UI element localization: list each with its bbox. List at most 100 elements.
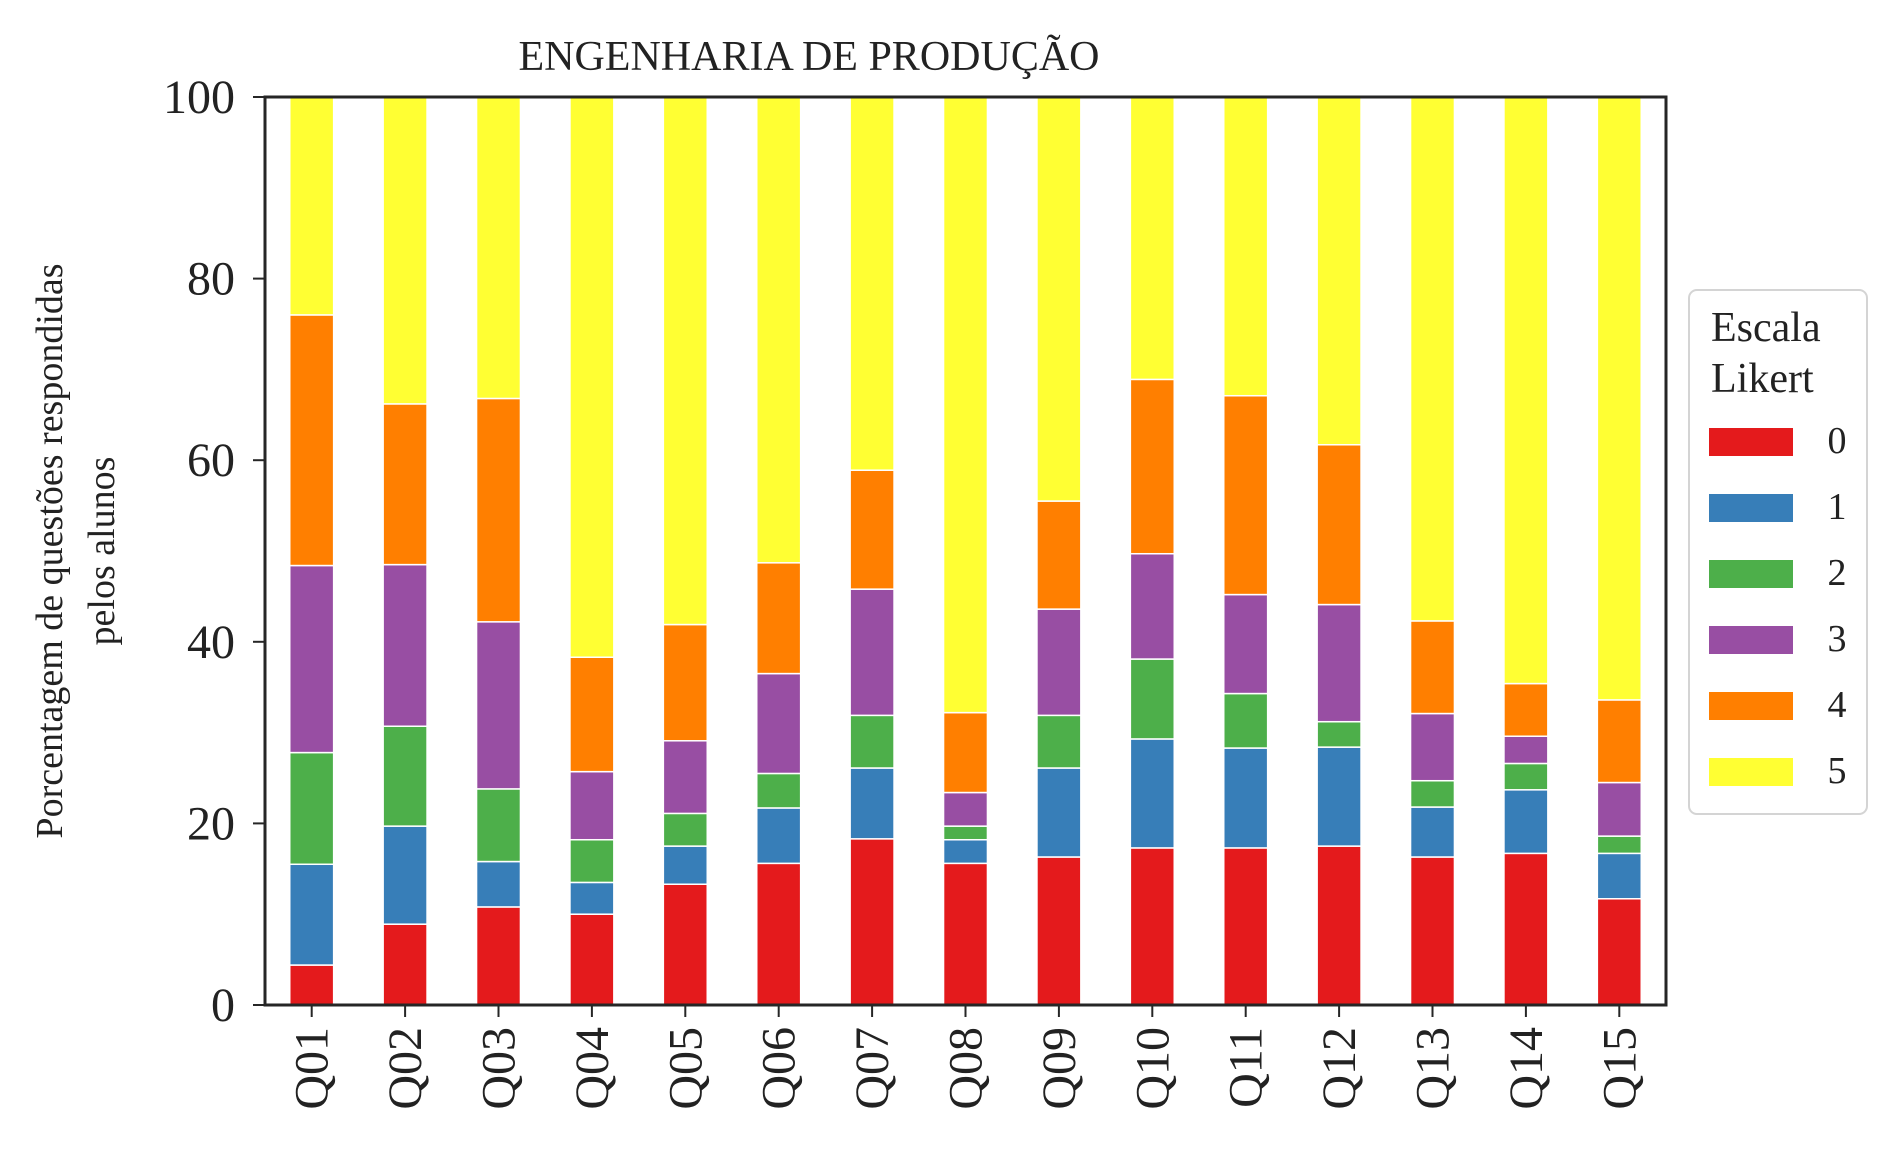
bar-q09-level-1 (1036, 767, 1082, 858)
x-tick-label: Q02 (379, 1027, 432, 1110)
x-tick-label: Q10 (1126, 1027, 1179, 1110)
bar-q01-level-0 (289, 964, 335, 1006)
bar-q10-level-3 (1129, 552, 1175, 660)
bar-q05-level-0 (662, 883, 708, 1006)
bar-q13-level-5 (1409, 96, 1456, 622)
bar-q09-level-4 (1036, 500, 1082, 610)
bar-q02-level-4 (382, 403, 428, 566)
bar-q13-level-3 (1409, 712, 1456, 782)
bar-q10-level-0 (1129, 847, 1175, 1006)
bar-q05-level-2 (662, 812, 708, 847)
bar-q10-level-5 (1129, 96, 1175, 381)
bar-q15-level-2 (1596, 835, 1642, 855)
bar-q04-level-3 (569, 770, 615, 841)
legend-swatch-5 (1709, 758, 1793, 786)
bar-q08-level-3 (942, 791, 989, 827)
legend-label-4: 4 (1828, 684, 1847, 726)
bar-q01-level-2 (289, 751, 335, 866)
bar-q05-level-4 (662, 623, 708, 742)
bar-q11-level-2 (1223, 692, 1269, 749)
x-tick-label: Q09 (1033, 1027, 1086, 1110)
bar-q09-level-5 (1036, 96, 1082, 502)
bar-q01-level-3 (289, 564, 335, 754)
bars-layer (289, 96, 1642, 1006)
y-axis-label-line-2: pelos alunos (81, 457, 123, 646)
bar-q11-level-5 (1223, 96, 1269, 397)
bar-q13-level-2 (1409, 779, 1456, 808)
legend-label-2: 2 (1828, 552, 1847, 594)
bar-q02-level-1 (382, 825, 428, 925)
bar-q03-level-0 (475, 906, 522, 1006)
bar-q07-level-0 (849, 838, 895, 1006)
bar-q08-level-1 (942, 838, 989, 865)
bar-q07-level-4 (849, 469, 895, 590)
legend-swatch-2 (1709, 560, 1793, 588)
bar-q14-level-2 (1503, 762, 1549, 791)
y-tick-label: 20 (187, 797, 235, 850)
bar-q14-level-5 (1503, 96, 1549, 685)
bar-q07-level-2 (849, 714, 895, 769)
bar-q08-level-5 (942, 96, 989, 714)
y-tick-label: 40 (187, 616, 235, 669)
plot-frame (263, 95, 1668, 1007)
legend-swatch-0 (1709, 428, 1793, 456)
bar-q05-level-5 (662, 96, 708, 626)
bar-q07-level-5 (849, 96, 895, 471)
x-tick-label: Q13 (1407, 1027, 1460, 1110)
x-tick-label: Q03 (473, 1027, 526, 1110)
x-tick-label: Q11 (1220, 1027, 1273, 1108)
bar-q09-level-2 (1036, 714, 1082, 769)
x-tick-label: Q05 (659, 1027, 712, 1110)
bar-q14-level-4 (1503, 682, 1549, 737)
y-tick-label: 60 (187, 434, 235, 487)
bar-q13-level-0 (1409, 856, 1456, 1006)
legend-title-line-2: Likert (1711, 356, 1814, 402)
bar-q12-level-0 (1316, 845, 1362, 1006)
bar-q05-level-1 (662, 845, 708, 885)
bar-q01-level-4 (289, 314, 335, 567)
bar-q02-level-3 (382, 563, 428, 727)
bar-q12-level-3 (1316, 603, 1362, 723)
bar-q09-level-0 (1036, 856, 1082, 1006)
bar-q13-level-4 (1409, 620, 1456, 715)
y-axis-label: Porcentagem de questões respondidas pelo… (29, 263, 123, 838)
bar-q14-level-0 (1503, 852, 1549, 1006)
bar-q04-level-4 (569, 656, 615, 773)
bar-q03-level-1 (475, 860, 522, 908)
x-tick-label: Q07 (846, 1027, 899, 1110)
legend-label-3: 3 (1828, 618, 1847, 660)
bar-q02-level-0 (382, 923, 428, 1006)
bar-q15-level-3 (1596, 781, 1642, 837)
y-tick-label: 100 (163, 71, 235, 124)
legend: Escala Likert 0 1 2 3 4 5 (1688, 289, 1868, 815)
bar-q05-level-3 (662, 740, 708, 815)
y-tick-label: 0 (211, 979, 235, 1032)
bar-q10-level-4 (1129, 378, 1175, 555)
x-tick-label: Q08 (940, 1027, 993, 1110)
y-axis-label-line-1: Porcentagem de questões respondidas (29, 263, 71, 838)
bar-q15-level-0 (1596, 898, 1642, 1006)
legend-box (1688, 289, 1868, 815)
bar-q12-level-1 (1316, 746, 1362, 847)
bar-q15-level-1 (1596, 852, 1642, 900)
bar-q13-level-1 (1409, 806, 1456, 858)
bar-q04-level-1 (569, 881, 615, 915)
legend-swatch-1 (1709, 494, 1793, 522)
legend-swatch-4 (1709, 692, 1793, 720)
bar-q03-level-2 (475, 788, 522, 863)
bar-q01-level-1 (289, 863, 335, 966)
legend-title-line-1: Escala (1711, 305, 1821, 351)
x-tick-label: Q14 (1500, 1027, 1553, 1110)
bar-q12-level-5 (1316, 96, 1362, 446)
bar-q01-level-5 (289, 96, 335, 316)
bar-q04-level-2 (569, 838, 615, 884)
bar-q10-level-1 (1129, 738, 1175, 849)
bar-q04-level-5 (569, 96, 615, 658)
bar-q07-level-3 (849, 588, 895, 717)
bar-q14-level-1 (1503, 789, 1549, 855)
x-axis-ticks: Q01 Q02 Q03 Q04 Q05 Q06 Q07 Q08 Q09 Q10 Q11 Q12 Q13 Q… (286, 1005, 1646, 1110)
x-tick-label: Q15 (1593, 1027, 1646, 1110)
bar-q08-level-0 (942, 862, 989, 1006)
y-tick-label: 80 (187, 253, 235, 306)
